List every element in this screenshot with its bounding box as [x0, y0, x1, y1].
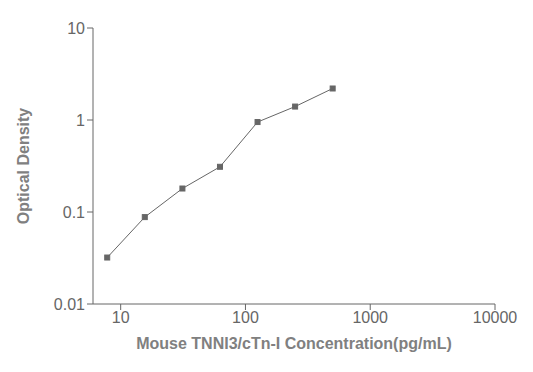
- svg-text:10: 10: [112, 309, 130, 326]
- svg-text:100: 100: [232, 309, 259, 326]
- svg-text:1000: 1000: [352, 309, 388, 326]
- svg-text:1: 1: [76, 112, 85, 129]
- svg-text:10000: 10000: [473, 309, 518, 326]
- svg-text:0.1: 0.1: [63, 204, 85, 221]
- svg-text:Optical Density: Optical Density: [15, 108, 32, 225]
- svg-text:0.01: 0.01: [54, 296, 85, 313]
- svg-text:10: 10: [67, 20, 85, 37]
- svg-text:Mouse TNNI3/cTn-I Concentratio: Mouse TNNI3/cTn-I Concentration(pg/mL): [136, 335, 452, 352]
